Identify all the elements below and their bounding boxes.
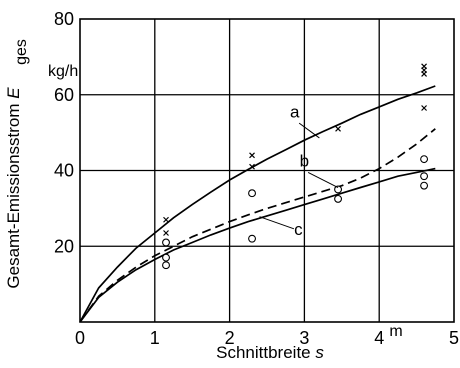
curve-label-c: c [294, 220, 303, 239]
cross-marker [421, 70, 428, 77]
curve-label-b: b [300, 152, 309, 171]
cross-marker [249, 152, 255, 159]
curve-label-leader-b [307, 171, 339, 188]
x-tick-label: 2 [225, 328, 235, 348]
curve-labels: a b c [259, 102, 339, 239]
cross-marker [421, 105, 428, 111]
y-axis-title-text: Gesamt-Emissionsstrom [4, 103, 23, 288]
x-tick-label: 3 [299, 328, 309, 348]
circle-marker [334, 185, 343, 194]
circle-marker [334, 194, 343, 203]
cross-marker [249, 163, 255, 170]
cross-marker [163, 216, 169, 223]
circle-marker [162, 238, 170, 247]
y-axis-subscript: ges [13, 39, 30, 65]
circle-marker [248, 189, 256, 198]
grid [79, 18, 455, 323]
x-axis-title: Schnittbreite s [216, 343, 324, 362]
tick-labels: 0 1 2 3 4 5 20 40 60 80 [54, 9, 459, 348]
series-c-line [79, 167, 436, 323]
x-tick-label: 4 [374, 328, 384, 348]
circle-marker [162, 261, 170, 270]
series-b-line [79, 128, 436, 323]
y-unit-label: kg/h [48, 63, 78, 80]
x-tick-label: 0 [75, 328, 85, 348]
cross-marker [163, 230, 169, 236]
circle-marker [420, 172, 429, 181]
curve-label-a: a [290, 102, 300, 121]
x-unit-label: m [389, 323, 402, 340]
curves [79, 85, 436, 323]
y-tick-label: 20 [54, 236, 74, 256]
circle-marker [420, 155, 429, 164]
y-tick-label: 40 [54, 161, 74, 181]
y-axis-symbol: E [4, 87, 23, 99]
series-a-line [79, 85, 436, 323]
curve-label-leader-c [259, 216, 295, 230]
circle-marker [420, 181, 429, 190]
y-tick-label: 60 [54, 85, 74, 105]
x-axis-title-text: Schnittbreite [216, 343, 311, 362]
x-axis-symbol: s [315, 343, 324, 362]
circle-marker [248, 234, 256, 243]
cross-marker [335, 125, 341, 132]
circle-marker [162, 253, 170, 262]
x-tick-label: 5 [449, 328, 459, 348]
x-tick-label: 1 [150, 328, 160, 348]
data-markers [162, 63, 429, 270]
curve-label-leader-a [298, 122, 320, 139]
y-tick-label: 80 [54, 9, 74, 29]
y-axis-title: Gesamt-Emissionsstrom E [4, 87, 23, 289]
